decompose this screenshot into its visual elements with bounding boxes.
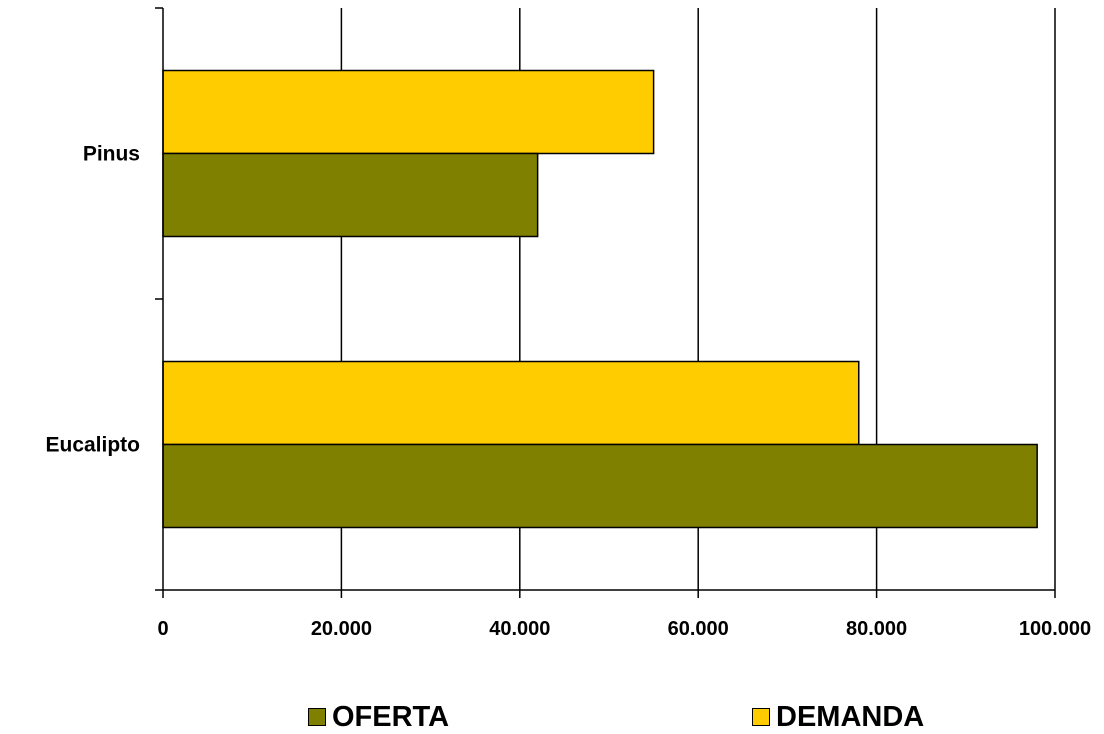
legend-item-oferta: OFERTA bbox=[308, 700, 449, 734]
bar-demanda-pinus bbox=[162, 69, 655, 155]
x-tick-label: 0 bbox=[157, 618, 168, 640]
x-tick-label: 100.000 bbox=[1019, 618, 1091, 640]
legend-swatch-oferta bbox=[308, 708, 326, 726]
x-tick-label: 80.000 bbox=[846, 618, 907, 640]
legend-item-demanda: DEMANDA bbox=[752, 700, 924, 734]
legend: OFERTA DEMANDA bbox=[0, 700, 1104, 734]
axes bbox=[155, 7, 1056, 598]
legend-label-oferta: OFERTA bbox=[332, 701, 450, 733]
x-tick-label: 60.000 bbox=[668, 618, 729, 640]
category-label-pinus: Pinus bbox=[83, 143, 140, 166]
category-label-eucalipto: Eucalipto bbox=[45, 434, 140, 457]
x-tick-label: 40.000 bbox=[489, 618, 550, 640]
legend-label-demanda: DEMANDA bbox=[776, 701, 925, 733]
legend-swatch-demanda bbox=[752, 708, 770, 726]
bar-oferta-pinus bbox=[162, 152, 539, 238]
bar-chart: Pinus Eucalipto 0 20.000 40.000 60.000 80.000 1… bbox=[45, 7, 1091, 641]
x-tick-label: 20.000 bbox=[311, 618, 372, 640]
bar-oferta-eucalipto bbox=[162, 443, 1038, 529]
axis-labels: Pinus Eucalipto 0 20.000 40.000 60.000 80.000 1… bbox=[45, 143, 1091, 641]
bar-demanda-eucalipto bbox=[162, 360, 860, 446]
bars bbox=[162, 69, 1038, 529]
